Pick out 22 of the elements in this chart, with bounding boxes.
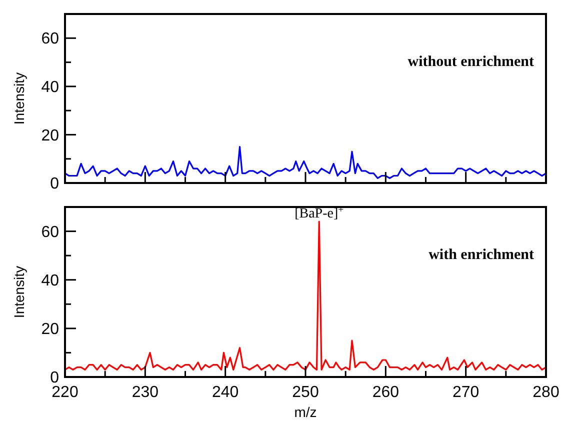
y-tick-label: 0	[50, 370, 60, 387]
line-series	[64, 146, 547, 179]
y-tick-label: 0	[50, 176, 60, 193]
line-series	[64, 220, 547, 371]
y-axis-title: Intensity	[11, 72, 27, 125]
y-tick-label: 20	[41, 127, 60, 144]
y-tick-label: 40	[41, 272, 60, 290]
x-tick-label: 260	[372, 384, 400, 401]
x-tick-label: 280	[532, 384, 560, 401]
x-tick-label: 240	[212, 384, 239, 401]
x-tick-label: 220	[52, 384, 78, 401]
y-tick-label: 60	[41, 224, 60, 241]
y-tick-label: 20	[41, 321, 60, 338]
x-axis-title: m/z	[294, 404, 317, 420]
annotation: with enrichment	[428, 247, 534, 263]
x-tick-label: 250	[292, 384, 319, 401]
y-axis-title: Intensity	[11, 266, 27, 318]
x-tick-label: 230	[132, 384, 159, 401]
annotation: without enrichment	[408, 54, 534, 70]
y-tick-label: 40	[41, 79, 60, 96]
x-tick-label: 270	[452, 384, 480, 401]
y-tick-label: 60	[41, 30, 60, 48]
